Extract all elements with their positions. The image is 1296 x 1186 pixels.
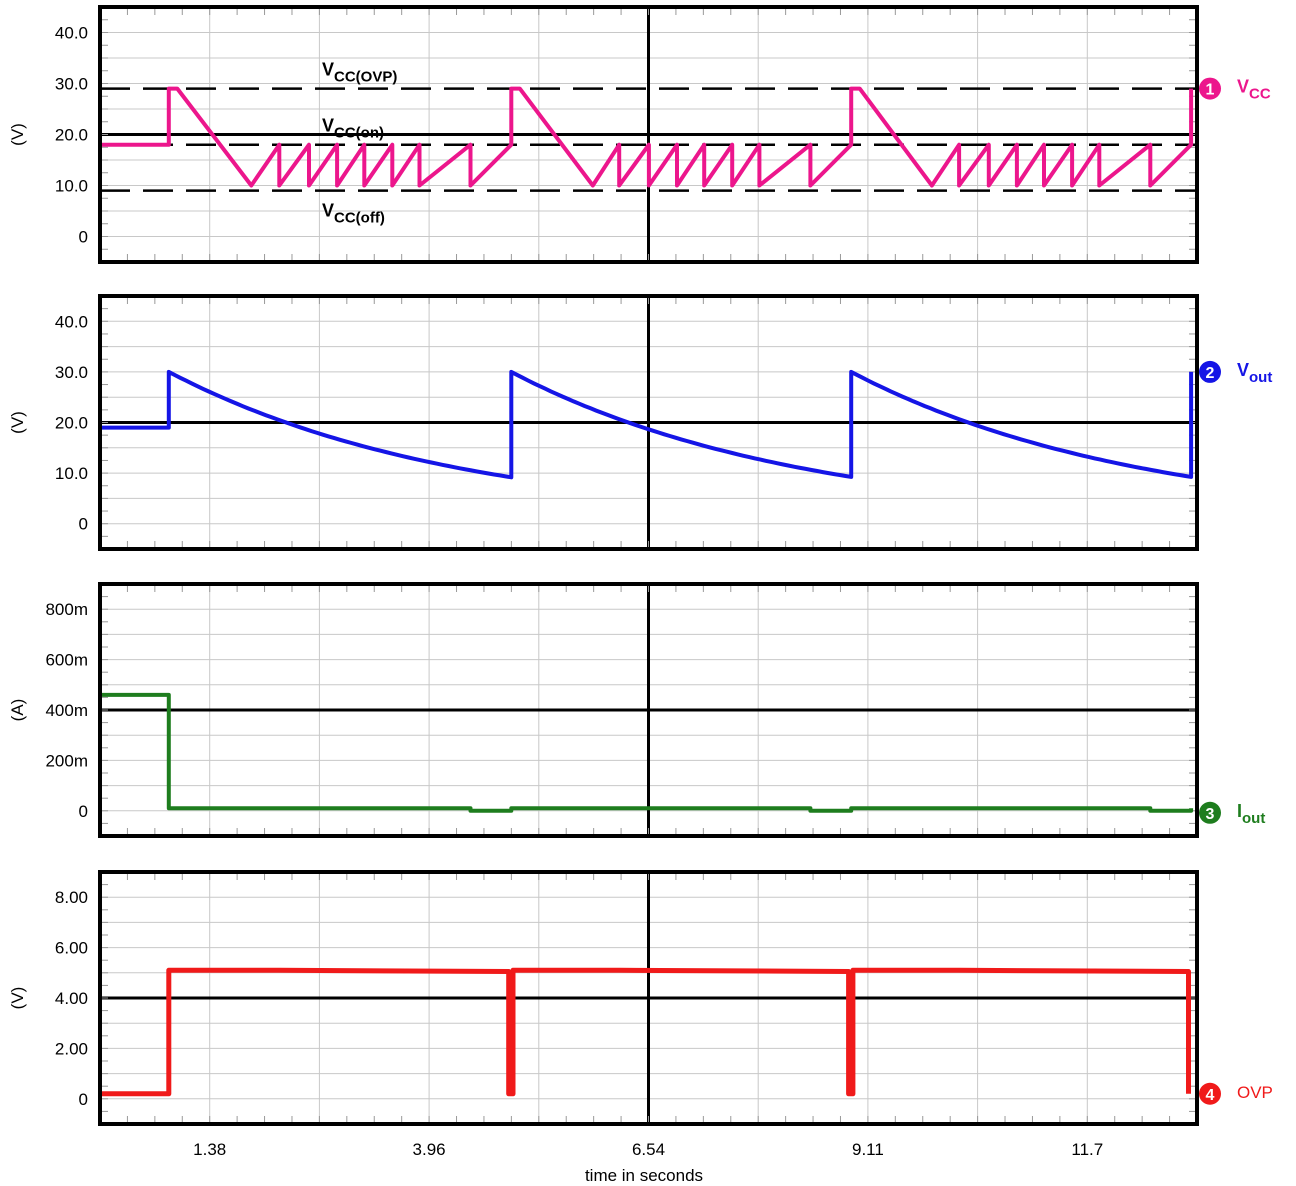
y-tick-label: 20.0: [55, 414, 88, 433]
y-tick-label: 0: [79, 515, 88, 534]
panel-vout: 0 10.0 20.0 30.0 40.0 (V) 2: [8, 294, 1221, 551]
y-tick-label: 30.0: [55, 75, 88, 94]
y-tick-label: 2.00: [55, 1039, 88, 1058]
y-axis-label: (V): [8, 411, 27, 434]
panel-frame: [98, 5, 1199, 264]
panel-frame: [98, 870, 1199, 1126]
y-tick-label: 6.00: [55, 939, 88, 958]
y-axis-label: (V): [8, 987, 27, 1010]
series-vout-line: [100, 369, 1194, 480]
y-tick-label: 40.0: [55, 24, 88, 43]
series-iout-line: [100, 692, 1194, 813]
y-tick-label: 4.00: [55, 989, 88, 1008]
y-tick-label: 8.00: [55, 888, 88, 907]
y-axis-label: (A): [8, 699, 27, 722]
series-label: VCC: [1237, 77, 1271, 103]
panel-ovp: 0 2.00 4.00 6.00 8.00 (V) 4: [8, 870, 1221, 1126]
channel-marker: [1199, 77, 1221, 100]
x-axis-label: time in seconds: [585, 1166, 703, 1185]
x-tick-label: 9.11: [852, 1140, 884, 1159]
channel-marker: [1199, 360, 1221, 383]
threshold-label: VCC(OVP): [322, 60, 397, 86]
threshold-label: VCC(off): [322, 201, 385, 227]
y-tick-label: 10.0: [55, 177, 88, 196]
y-tick-label: 0: [79, 802, 88, 821]
channel-marker: [1199, 1082, 1221, 1105]
channel-marker: [1199, 801, 1221, 824]
channel-marker-number: 3: [1206, 806, 1215, 823]
series-label: Vout: [1237, 360, 1272, 386]
y-tick-label: 20.0: [55, 126, 88, 145]
x-tick-label: 3.96: [413, 1140, 446, 1159]
panel-frame: [98, 582, 1199, 838]
y-axis-label: (V): [8, 123, 27, 146]
y-tick-label: 10.0: [55, 464, 88, 483]
threshold-label: VCC(on): [322, 116, 384, 142]
y-tick-label: 600m: [45, 651, 88, 670]
x-tick-label: 6.54: [632, 1140, 665, 1159]
x-tick-label: 11.7: [1071, 1140, 1103, 1159]
panel-frame: [98, 294, 1199, 551]
channel-marker-number: 2: [1206, 365, 1215, 382]
series-ovp-line: [100, 967, 1191, 1097]
series-vcc-line: [100, 86, 1194, 188]
y-tick-label: 30.0: [55, 363, 88, 382]
y-tick-label: 800m: [45, 600, 88, 619]
panel-vcc: 0 10.0 20.0 30.0 40.0 (V) 1: [8, 5, 1221, 264]
series-label: Iout: [1237, 801, 1265, 827]
y-tick-label: 400m: [45, 701, 88, 720]
panel-iout: 0 200m 400m 600m 800m (A) 3: [8, 582, 1221, 838]
series-label: OVP: [1237, 1083, 1273, 1102]
y-tick-label: 200m: [45, 751, 88, 770]
y-tick-label: 0: [79, 228, 88, 247]
channel-marker-number: 4: [1206, 1087, 1215, 1104]
channel-marker-number: 1: [1206, 82, 1215, 99]
y-tick-label: 40.0: [55, 312, 88, 331]
x-tick-label: 1.38: [193, 1140, 226, 1159]
y-tick-label: 0: [79, 1090, 88, 1109]
